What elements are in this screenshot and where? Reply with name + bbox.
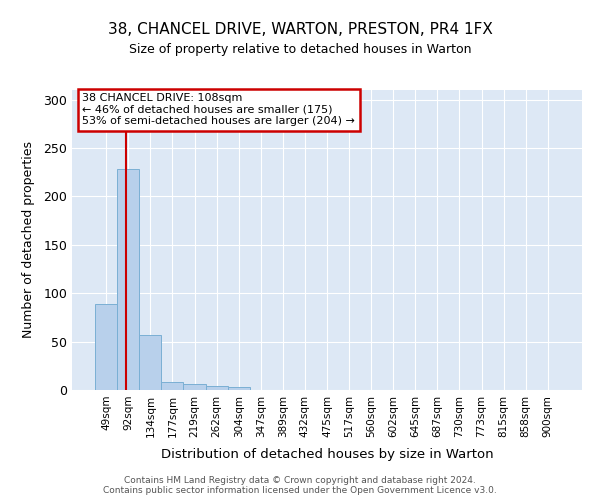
Bar (184, 384, 206, 390)
Text: 38, CHANCEL DRIVE, WARTON, PRESTON, PR4 1FX: 38, CHANCEL DRIVE, WARTON, PRESTON, PR4 … (107, 22, 493, 38)
Bar (161, 382, 184, 390)
Bar (227, 387, 250, 390)
Text: Size of property relative to detached houses in Warton: Size of property relative to detached ho… (129, 42, 471, 56)
Bar (95, 304, 117, 390)
Bar (117, 170, 139, 390)
Bar (139, 335, 161, 390)
Text: Contains HM Land Registry data © Crown copyright and database right 2024.
Contai: Contains HM Land Registry data © Crown c… (103, 476, 497, 495)
X-axis label: Distribution of detached houses by size in Warton: Distribution of detached houses by size … (161, 448, 493, 461)
Text: 38 CHANCEL DRIVE: 108sqm
← 46% of detached houses are smaller (175)
53% of semi-: 38 CHANCEL DRIVE: 108sqm ← 46% of detach… (82, 93, 355, 126)
Y-axis label: Number of detached properties: Number of detached properties (22, 142, 35, 338)
Bar (206, 386, 227, 390)
